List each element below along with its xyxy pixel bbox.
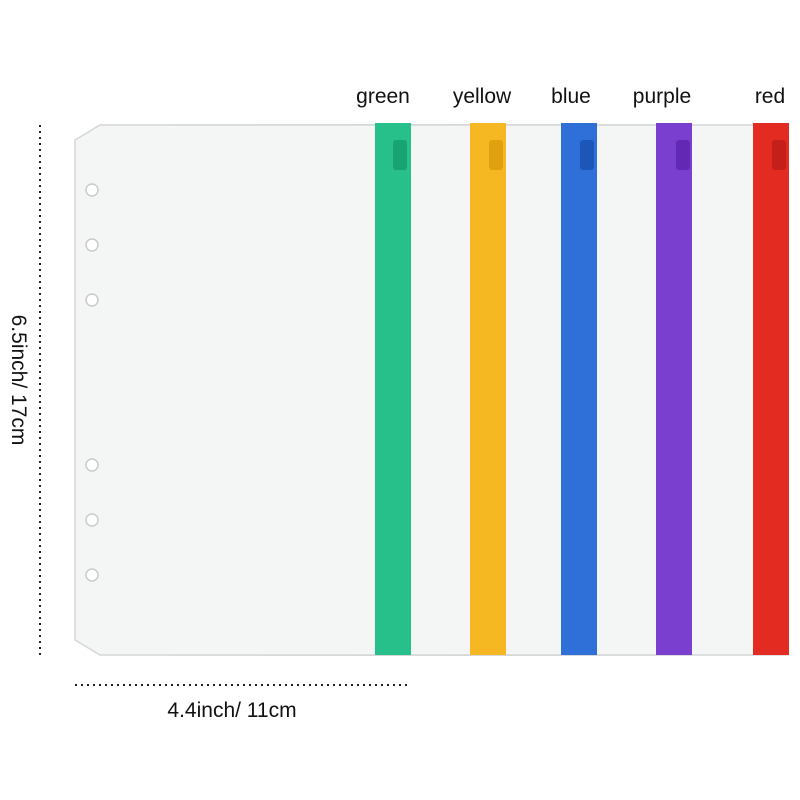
color-label: red <box>755 85 785 108</box>
zipper <box>375 123 411 655</box>
zipper-slider <box>772 140 786 170</box>
zipper-slider <box>580 140 594 170</box>
zipper <box>561 123 597 655</box>
zipper-slider <box>676 140 690 170</box>
zipper <box>753 123 789 655</box>
color-label: yellow <box>453 85 512 108</box>
punch-holes <box>85 183 99 582</box>
zipper-slider <box>489 140 503 170</box>
color-label: green <box>356 85 410 108</box>
height-label: 6.5inch/ 17cm <box>7 315 30 446</box>
color-label: blue <box>551 85 591 108</box>
pouch <box>74 124 411 656</box>
width-label: 4.4inch/ 11cm <box>167 699 296 722</box>
zipper-slider <box>393 140 407 170</box>
zipper <box>656 123 692 655</box>
zipper <box>470 123 506 655</box>
color-label: purple <box>633 85 691 108</box>
pouches <box>74 123 789 656</box>
